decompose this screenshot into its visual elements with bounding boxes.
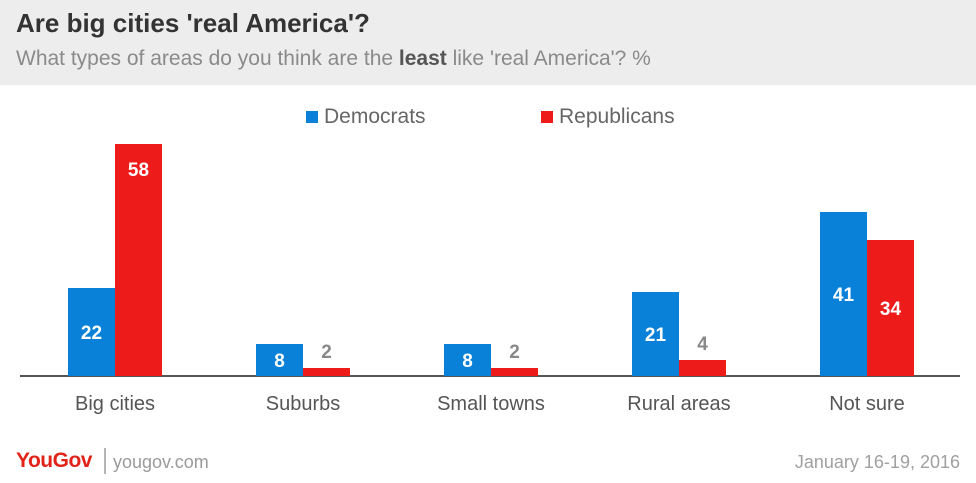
legend-label-republicans: Republicans xyxy=(559,105,675,128)
footer-site: yougov.com xyxy=(113,452,209,472)
header-band: Are big cities 'real America'? What type… xyxy=(0,0,976,85)
x-tick-label: Suburbs xyxy=(266,393,341,415)
bar-democrats xyxy=(68,288,115,376)
subtitle-post: like 'real America'? % xyxy=(446,47,651,70)
data-label-democrats: 8 xyxy=(462,351,473,372)
data-label-republicans: 2 xyxy=(321,342,332,363)
legend-swatch-republicans xyxy=(541,111,553,123)
bar-republicans xyxy=(679,360,726,376)
data-label-republicans: 2 xyxy=(509,342,520,363)
bar-republicans xyxy=(491,368,538,376)
data-label-republicans: 58 xyxy=(128,160,149,181)
legend-swatch-democrats xyxy=(306,111,318,123)
bar-democrats xyxy=(820,212,867,376)
data-label-republicans: 34 xyxy=(880,299,902,320)
chart-title: Are big cities 'real America'? xyxy=(16,8,370,38)
x-tick-label: Rural areas xyxy=(627,393,730,415)
data-label-democrats: 22 xyxy=(81,323,102,344)
bar-republicans xyxy=(115,144,162,376)
x-tick-label: Small towns xyxy=(437,393,545,415)
legend-label-democrats: Democrats xyxy=(324,105,426,128)
legend-item-democrats: Democrats xyxy=(306,104,426,130)
x-tick-label: Big cities xyxy=(75,393,155,415)
bar-republicans xyxy=(867,240,914,376)
data-label-democrats: 41 xyxy=(833,285,855,306)
bar-democrats xyxy=(632,292,679,376)
footer-divider xyxy=(104,448,106,474)
subtitle-bold: least xyxy=(398,47,447,70)
bar-republicans xyxy=(303,368,350,376)
subtitle-pre: What types of areas do you think are the xyxy=(16,47,399,70)
data-label-democrats: 8 xyxy=(274,351,285,372)
x-tick-label: Not sure xyxy=(829,393,905,415)
bar-democrats xyxy=(256,344,303,376)
bar-democrats xyxy=(444,344,491,376)
legend-item-republicans: Republicans xyxy=(541,104,675,130)
data-label-democrats: 21 xyxy=(645,325,667,346)
yougov-logo: YouGov xyxy=(16,449,92,472)
data-label-republicans: 4 xyxy=(697,334,708,355)
bar-chart: 22 58 Big cities 8 2 Suburbs 8 2 Small towns 21 4 R… xyxy=(20,144,960,415)
footer-date: January 16-19, 2016 xyxy=(794,452,960,472)
chart-subtitle: What types of areas do you think are the… xyxy=(16,47,651,71)
